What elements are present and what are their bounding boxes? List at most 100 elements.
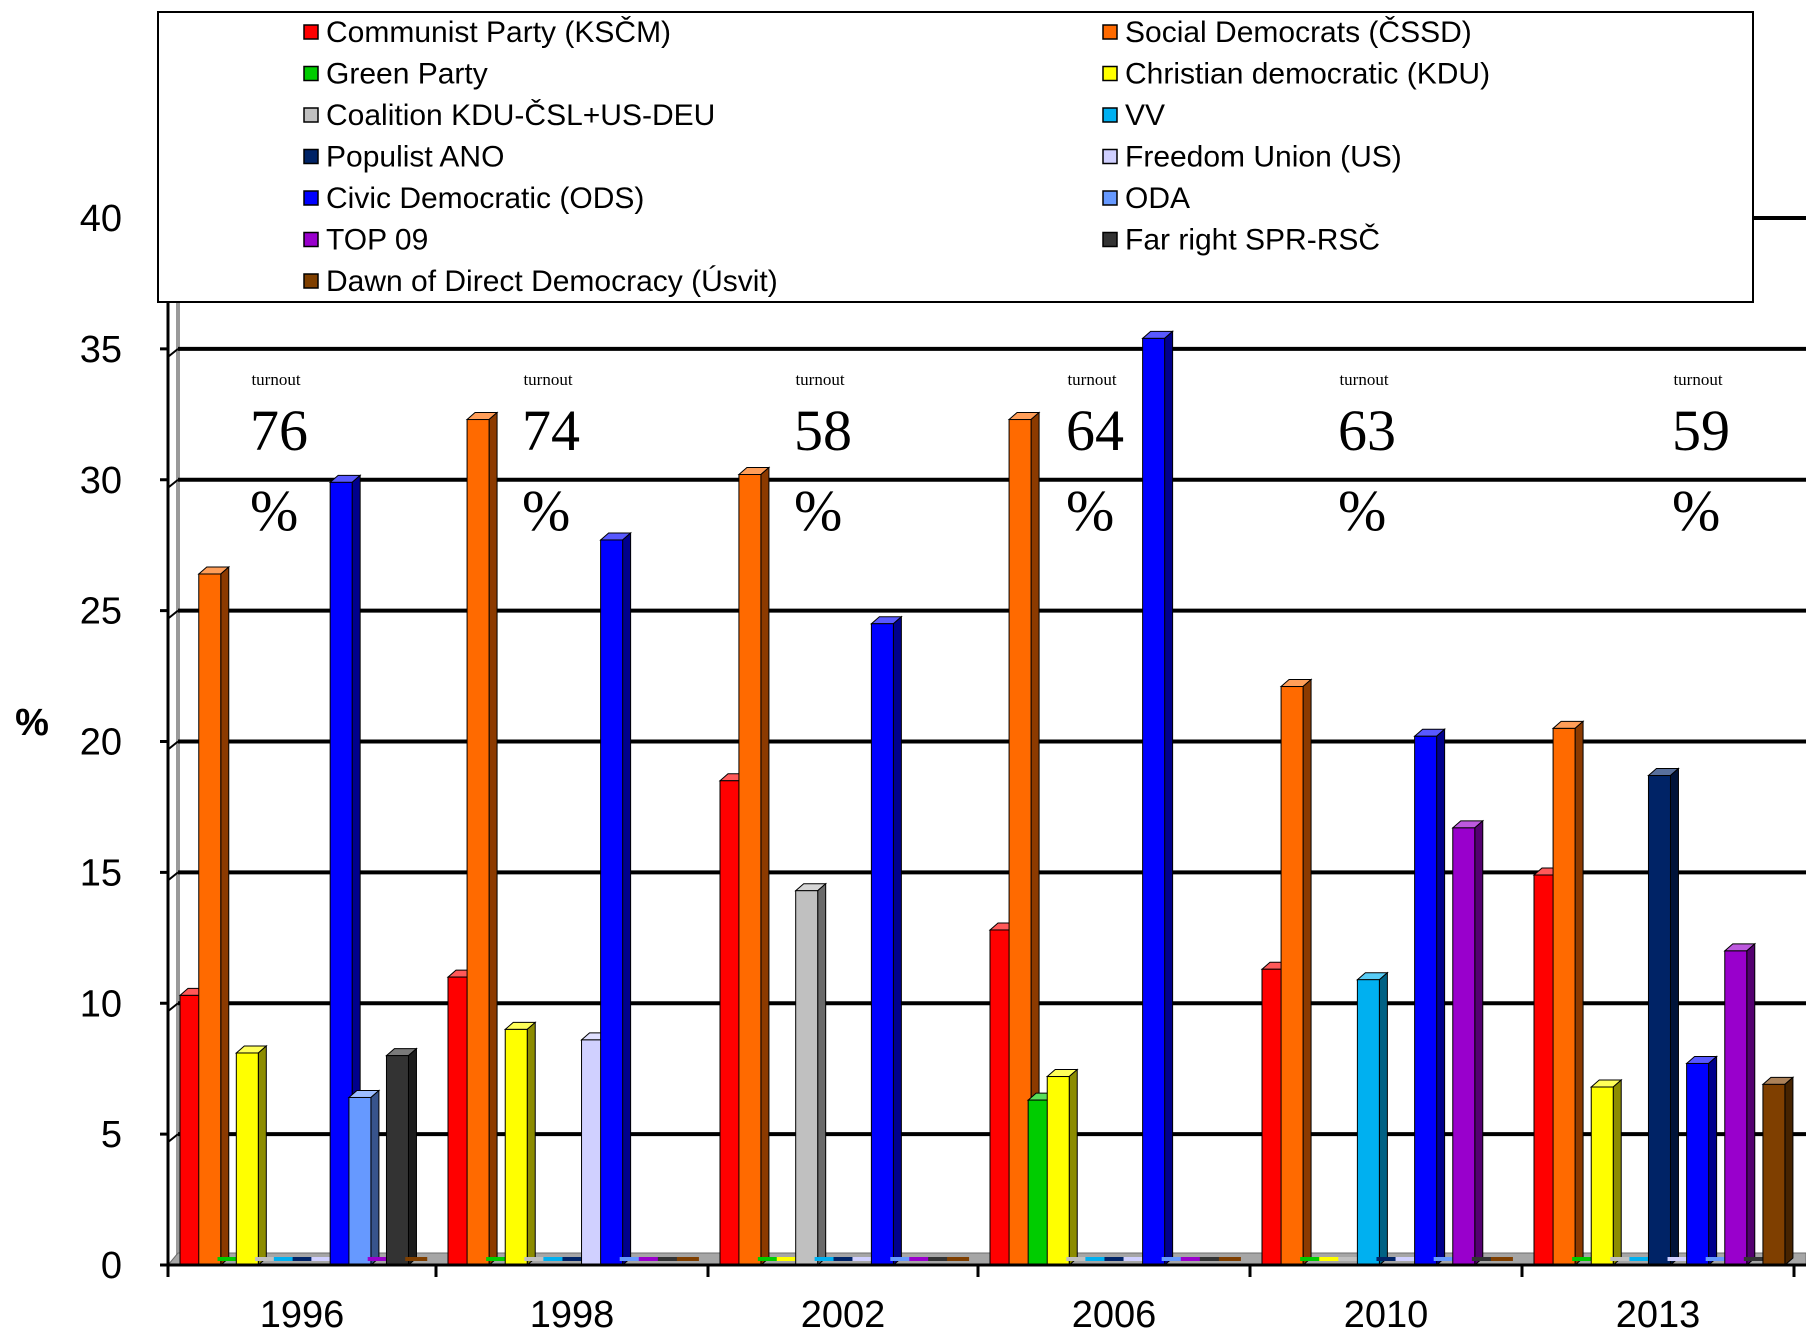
bar <box>1141 330 1174 1267</box>
bar <box>562 1257 585 1261</box>
legend-swatch <box>303 273 319 289</box>
bar <box>1085 1257 1108 1261</box>
legend-item: Dawn of Direct Democracy (Úsvit) <box>303 265 778 298</box>
bar-front <box>1356 979 1380 1266</box>
bar <box>1180 1257 1203 1261</box>
bar <box>1199 1257 1222 1261</box>
legend-label: Freedom Union (US) <box>1125 141 1402 174</box>
bar-stub <box>1300 1257 1323 1261</box>
bar <box>638 1257 661 1261</box>
turnout-unit: % <box>1338 478 1386 543</box>
bar <box>619 1257 642 1261</box>
legend-swatch <box>1102 190 1118 206</box>
legend-label: Coalition KDU-ČSL+US-DEU <box>326 98 715 132</box>
legend-swatch <box>303 148 319 165</box>
bar <box>1471 1257 1494 1261</box>
bar <box>486 1257 509 1261</box>
bar-stub <box>619 1257 642 1261</box>
turnout-unit: % <box>1066 478 1114 543</box>
bar <box>465 411 499 1267</box>
bar-stub <box>776 1257 799 1261</box>
legend-label: Populist ANO <box>326 141 504 174</box>
bar-stub <box>1319 1257 1342 1261</box>
bar-stub <box>1490 1257 1513 1261</box>
legend-label: Civic Democratic (ODS) <box>326 182 644 215</box>
x-tick-label: 2010 <box>1344 1294 1429 1335</box>
bar <box>852 1257 875 1261</box>
bar <box>385 1047 418 1267</box>
turnout-annotations: turnout 76% turnout 74% turnout 58% turnout 64%… <box>250 370 1730 543</box>
bar-side <box>526 1021 536 1267</box>
turnout-value: 59 <box>1672 398 1730 463</box>
bar-stub <box>638 1257 661 1261</box>
legend-item: Coalition KDU-ČSL+US-DEU <box>303 98 715 132</box>
legend-item: TOP 09 <box>303 224 428 257</box>
legend-swatch <box>303 190 319 206</box>
bar-side <box>1784 1076 1794 1267</box>
turnout-label: turnout <box>251 370 300 389</box>
bar <box>814 1257 837 1261</box>
legend-swatch <box>303 107 319 123</box>
bar-stub <box>1066 1257 1089 1261</box>
bar-front <box>385 1055 409 1266</box>
bar <box>543 1257 566 1261</box>
bar-side <box>1708 1055 1718 1267</box>
bar <box>1572 1257 1595 1261</box>
bar <box>1629 1257 1652 1261</box>
bar <box>1123 1257 1146 1261</box>
bar <box>794 882 828 1267</box>
bar <box>328 474 362 1267</box>
bar <box>833 1257 856 1261</box>
bar-side <box>892 615 902 1267</box>
turnout-unit: % <box>1672 478 1720 543</box>
bar-front <box>1724 950 1748 1266</box>
bar-side <box>1164 330 1174 1267</box>
bar-stub <box>405 1257 428 1261</box>
legend-item: ODA <box>1102 182 1190 215</box>
axes: 0 5 10 15 20 25 30 35 40 1996 1998 2002 2006 2010 2013 <box>80 198 1806 1335</box>
bar-side <box>257 1044 267 1267</box>
bar-side <box>1474 819 1484 1267</box>
turnout-unit: % <box>794 478 842 543</box>
legend-item: Green Party <box>303 58 488 91</box>
bar <box>1490 1257 1513 1261</box>
bar <box>197 565 231 1267</box>
gridline-diag <box>167 609 179 620</box>
legend-item: Far right SPR-RSČ <box>1102 223 1380 257</box>
legend-label: Christian democratic (KDU) <box>1125 58 1490 91</box>
turnout-annotation: turnout 64% <box>1066 370 1124 543</box>
turnout-annotation: turnout 74% <box>522 370 580 543</box>
bar <box>503 1021 537 1267</box>
gridline-diag <box>167 1002 179 1013</box>
legend-label: Green Party <box>326 58 488 91</box>
bar <box>1743 1257 1766 1261</box>
gridline-diag <box>167 348 179 358</box>
bar-stub <box>1218 1257 1241 1261</box>
bar-side <box>1378 971 1388 1267</box>
y-tick-label: 20 <box>80 722 122 764</box>
bar-stub <box>367 1257 390 1261</box>
bar <box>1376 1257 1399 1261</box>
bar-front <box>466 419 490 1266</box>
bar-front <box>1590 1086 1614 1266</box>
bar-stub <box>909 1257 932 1261</box>
bar-stub <box>1104 1257 1127 1261</box>
bar-stub <box>273 1257 296 1261</box>
turnout-label: turnout <box>523 370 572 389</box>
bar-stub <box>1376 1257 1399 1261</box>
bar <box>347 1089 381 1267</box>
legend-item: Christian democratic (KDU) <box>1102 58 1490 91</box>
bar <box>1589 1078 1623 1267</box>
bar-stub <box>1667 1257 1690 1261</box>
bars <box>178 330 1795 1267</box>
bar <box>1723 942 1757 1267</box>
bar-stub <box>833 1257 856 1261</box>
bar-side <box>817 882 827 1267</box>
bar <box>1667 1257 1690 1261</box>
bar-front <box>235 1052 259 1266</box>
bar-side <box>1068 1068 1078 1267</box>
bar <box>1300 1257 1323 1261</box>
bar <box>1685 1055 1718 1267</box>
y-tick-label: 25 <box>80 591 122 633</box>
bar <box>737 466 771 1267</box>
